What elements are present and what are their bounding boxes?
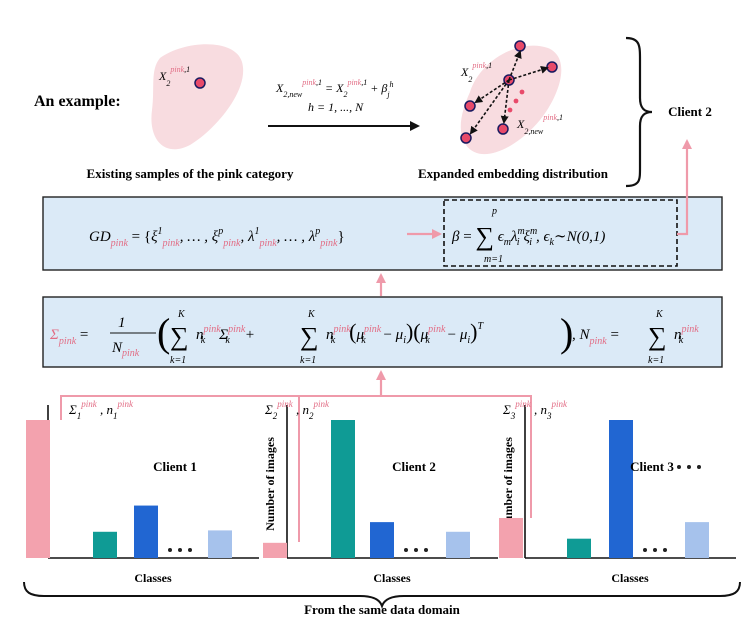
example-label: An example: [34,93,121,110]
gd-box [42,196,723,271]
client2-ellipsis-dot-3 [424,548,428,552]
client1-ellipsis-dot-1 [168,548,172,552]
client3-name: Client 3 [630,459,674,474]
npink-sum: ∑ [648,322,667,351]
client1-stats-label: Σ1pink , n1pink [68,399,134,421]
client-charts: Number of images Classes Client 1 Σ1pink , … [24,399,736,585]
client1-xlabel: Classes [134,571,172,585]
top-right-brace [625,36,653,188]
existing-sample-point [194,77,206,89]
client1-bar-1 [26,420,50,558]
existing-samples-blob [151,44,244,150]
client2-ellipsis-dot-1 [404,548,408,552]
client3-ylabel: Number of images [501,437,515,531]
client3-ellipsis-dot-2 [687,465,691,469]
client3-bar-1 [499,517,523,558]
sigma-sum1: ∑ [170,322,189,351]
client2-ellipsis-dot-2 [414,548,418,552]
client2-bar-3 [370,522,394,558]
sigma-sum1-bottom: k=1 [170,355,186,366]
client1-bar-3 [134,505,158,558]
sigma-formula: Σpink = [49,327,88,347]
client3-ellipsis-dot-3 [697,465,701,469]
expanded-distribution-blob [460,45,562,155]
npink-sum-bottom: k=1 [648,355,664,366]
client3-ellipsis-dot-low-3 [663,548,667,552]
client2-bar-1 [263,542,287,558]
client1-ellipsis-dot-3 [188,548,192,552]
client2-bar-4 [446,531,470,558]
client3-stats-label: Σ3pink , n3pink [502,399,568,421]
augment-range: h = 1, ..., N [308,100,364,114]
client2-xlabel: Classes [373,571,411,585]
augment-formula: X2,newpink,1 = X2pink,1 + βjh [275,78,394,99]
client-connectors [60,395,532,542]
client1-bar-4 [208,530,232,558]
beta-sum-bottom: m=1 [484,254,503,265]
beta-sum-top: p [491,206,497,217]
expanded-caption: Expanded embedding distribution [418,166,609,181]
client3-ellipsis-dot-1 [677,465,681,469]
beta-to-client2-arrow [677,139,692,236]
sigma-paren-close: ) [560,310,573,355]
sigma-sum1-top: K [177,309,186,320]
sigma-sum2: ∑ [300,322,319,351]
bottom-brace [23,581,741,610]
client1-ellipsis-dot-2 [178,548,182,552]
expansion-arrows [469,50,549,135]
gd-formula: GDpink = {ξ1pink, … , ξppink, λ1pink, … … [89,226,345,249]
sigma-paren-open: ( [157,310,170,355]
client2-top-label: Client 2 [668,104,712,119]
sigma-term1: npink k Σpink k + [196,324,254,346]
bottom-caption: From the same data domain [304,602,461,617]
sigma-box [42,296,723,368]
client3-ellipsis-dot-low-1 [643,548,647,552]
client2-name: Client 2 [392,459,436,474]
client3-bar-3 [609,420,633,558]
client2-bar-2 [331,420,355,558]
sigma-term2: npink k (μpink k − μi)(μpink k − μi)T [326,319,484,346]
client1-name: Client 1 [153,459,197,474]
npink-sum-top: K [655,309,664,320]
existing-caption: Existing samples of the pink category [87,166,294,181]
client3-xlabel: Classes [611,571,649,585]
client2-stats-label: Σ2pink , n2pink [264,399,330,421]
client3-bar-4 [685,522,709,558]
sigma-sum2-bottom: k=1 [300,355,316,366]
beta-formula: β = ∑ ϵmλm i ξm i, ϵk∼N(0,1) [451,222,605,251]
npink-formula: , Npink = [572,327,619,347]
client3-ellipsis-dot-low-2 [653,548,657,552]
sigma-sum2-top: K [307,309,316,320]
client3-bar-2 [567,538,591,558]
sigma-frac-num: 1 [118,315,126,331]
client1-bar-2 [93,531,117,558]
client2-ylabel: Number of images [263,437,277,531]
